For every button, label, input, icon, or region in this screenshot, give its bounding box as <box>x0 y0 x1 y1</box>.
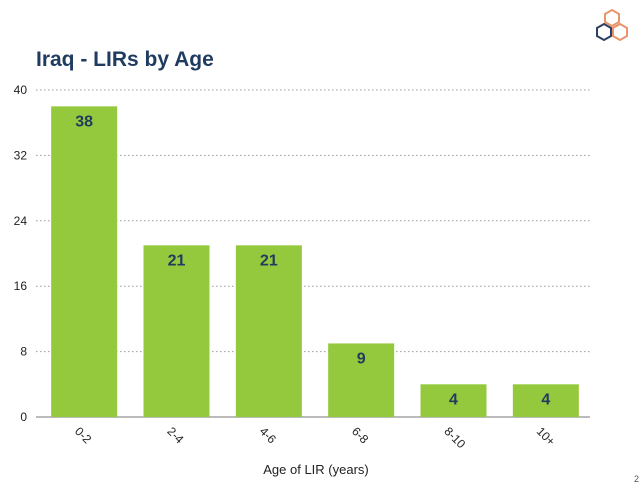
chart-title: Iraq - LIRs by Age <box>36 48 214 71</box>
hexagon-logo-icon <box>596 8 628 42</box>
data-labels: 38 21 21 9 4 4 <box>75 113 550 408</box>
y-tick-label: 16 <box>14 279 28 293</box>
y-axis-ticks: 0 8 16 24 32 40 <box>14 83 28 424</box>
x-tick-label: 0-2 <box>72 424 94 446</box>
data-label: 9 <box>357 350 366 367</box>
x-tick-label: 10+ <box>534 424 558 448</box>
x-tick-label: 8-10 <box>441 424 468 451</box>
x-tick-label: 2-4 <box>164 424 186 446</box>
bar-10+ <box>512 384 579 417</box>
bar-6-8 <box>328 343 395 417</box>
x-tick-label: 6-8 <box>349 424 371 446</box>
bar-8-10 <box>420 384 487 417</box>
data-label: 21 <box>168 252 186 269</box>
bar-4-6 <box>235 245 302 417</box>
data-label: 4 <box>541 391 550 408</box>
y-tick-label: 0 <box>20 410 27 424</box>
x-axis-ticks: 0-2 2-4 4-6 6-8 8-10 10+ <box>72 424 558 451</box>
data-label: 38 <box>75 113 93 130</box>
grid-lines <box>36 89 590 418</box>
y-tick-label: 32 <box>14 148 28 162</box>
logo-hexagon-right <box>612 22 628 42</box>
bar-0-2 <box>51 106 118 417</box>
data-label: 21 <box>260 252 278 269</box>
x-tick-label: 4-6 <box>257 424 279 446</box>
slide-number: 2 <box>634 474 640 484</box>
y-tick-label: 24 <box>14 214 28 228</box>
y-tick-label: 40 <box>14 83 28 97</box>
bars <box>51 106 579 417</box>
x-axis-label: Age of LIR (years) <box>263 462 369 477</box>
logo-hexagon-top <box>604 8 620 28</box>
data-label: 4 <box>449 391 458 408</box>
bar-2-4 <box>143 245 210 417</box>
logo-hexagon-left <box>596 22 612 42</box>
y-tick-label: 8 <box>20 345 27 359</box>
